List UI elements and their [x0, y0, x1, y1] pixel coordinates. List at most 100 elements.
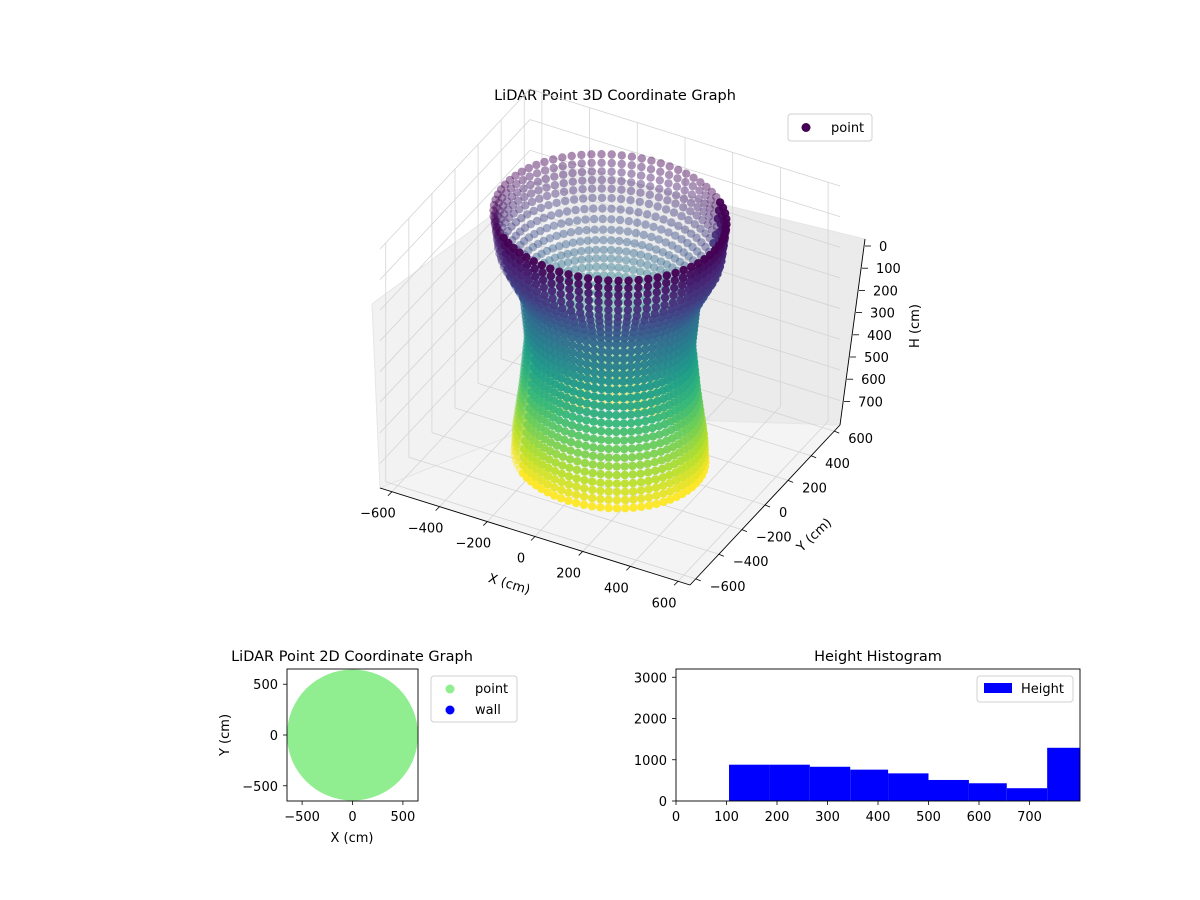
point-3d [660, 293, 670, 302]
point-3d [582, 344, 591, 353]
point-3d [526, 180, 535, 190]
point-3d [646, 182, 655, 191]
tick-label-x-3d: −600 [360, 507, 396, 522]
point-3d [562, 207, 572, 216]
point-3d [517, 167, 526, 176]
point-3d [640, 367, 649, 377]
point-3d [574, 440, 583, 449]
histogram-bar [729, 764, 770, 801]
point-3d [624, 276, 633, 285]
point-3d [651, 483, 661, 492]
point-3d [533, 177, 542, 186]
point-3d [513, 410, 522, 419]
point-3d [649, 222, 658, 232]
histogram-bar [809, 766, 851, 801]
point-3d [621, 504, 630, 513]
point-3d [541, 166, 550, 175]
point-3d [660, 300, 669, 310]
point-3d [581, 441, 590, 451]
point-3d [636, 469, 645, 478]
point-3d [578, 185, 587, 194]
legend-label-height: Height [1021, 682, 1064, 697]
point-3d [568, 238, 578, 247]
point-3d [575, 301, 584, 311]
point-3d [564, 496, 573, 505]
histogram-bar [888, 773, 929, 801]
point-3d [579, 492, 589, 501]
point-3d [565, 455, 575, 464]
point-3d [590, 375, 599, 385]
point-3d [580, 476, 589, 485]
point-3d [524, 275, 534, 285]
point-3d [588, 460, 597, 469]
point-3d [674, 302, 684, 311]
point-3d [557, 219, 566, 228]
histogram-bar [850, 769, 889, 801]
point-3d [629, 248, 638, 258]
point-3d [658, 464, 667, 474]
point-3d [492, 230, 502, 239]
point-3d [643, 210, 652, 219]
point-3d [587, 175, 597, 185]
point-3d [565, 284, 574, 294]
point-3d [652, 295, 661, 304]
point-3d [550, 253, 560, 262]
title-histogram: Height Histogram [814, 649, 942, 665]
point-3d [515, 428, 525, 437]
point-3d [589, 338, 598, 347]
point-3d [559, 444, 568, 453]
point-3d [522, 363, 531, 372]
z-label-3d: H (cm) [908, 304, 923, 348]
tick-label-z-3d: 600 [861, 373, 886, 388]
point-3d [536, 226, 545, 236]
point-3d [591, 236, 600, 245]
point-3d [599, 245, 608, 255]
point-3d [597, 339, 606, 348]
point-3d [514, 436, 523, 445]
point-3d [623, 298, 633, 307]
point-3d [607, 167, 616, 176]
point-3d [524, 163, 533, 173]
point-3d [646, 165, 656, 174]
point-3d [549, 155, 558, 164]
point-3d [566, 299, 575, 309]
point-3d [490, 214, 499, 223]
point-3d [604, 298, 613, 307]
point-3d [585, 310, 594, 319]
point-3d [520, 395, 529, 405]
point-3d [511, 455, 521, 465]
point-3d [491, 225, 501, 234]
point-3d [634, 426, 643, 435]
point-3d [633, 401, 642, 410]
point-3d [524, 233, 534, 242]
point-3d [647, 407, 656, 416]
point-3d [641, 433, 651, 443]
point-3d [656, 159, 665, 168]
point-3d [623, 305, 633, 315]
point-3d [597, 384, 606, 394]
tick-label-y-hist: 2000 [634, 713, 667, 728]
point-3d [514, 407, 523, 416]
point-3d [567, 421, 577, 430]
point-3d [554, 416, 564, 425]
point-3d [521, 359, 530, 368]
point-3d [670, 276, 679, 285]
point-cloud-2d [287, 669, 418, 801]
tick-label-y-3d: −400 [733, 555, 769, 570]
point-3d [620, 487, 630, 496]
point-3d [621, 264, 631, 273]
point-3d [647, 343, 657, 353]
point-3d [604, 470, 613, 479]
tick-label-z-3d: 200 [873, 284, 898, 299]
point-3d [684, 252, 693, 261]
point-3d [596, 461, 605, 470]
point-3d [574, 287, 583, 296]
point-3d [693, 266, 702, 275]
point-3d [518, 375, 528, 384]
tick-y-3d [787, 480, 794, 483]
point-3d [597, 410, 606, 419]
title-3d: LiDAR Point 3D Coordinate Graph [494, 88, 736, 104]
point-3d [532, 160, 541, 170]
point-3d [641, 337, 650, 347]
point-3d [604, 276, 613, 285]
